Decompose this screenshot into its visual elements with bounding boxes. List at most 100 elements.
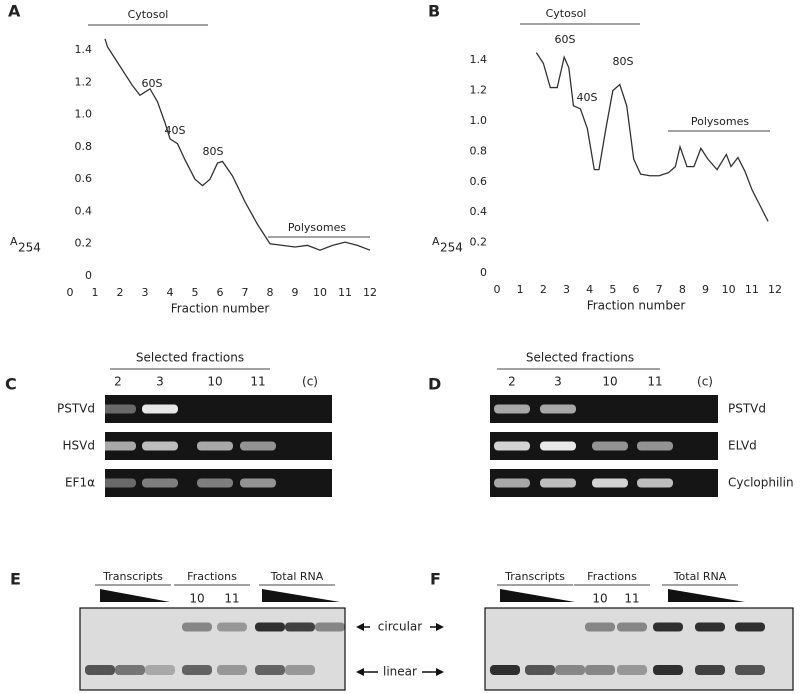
annotation: 60S	[555, 33, 576, 46]
x-tick-label: 2	[540, 283, 547, 296]
lane-label: 11	[224, 592, 239, 606]
panel-label: B	[428, 2, 440, 21]
band	[255, 665, 285, 675]
band	[617, 665, 647, 675]
row-label: PSTVd	[728, 402, 766, 416]
band	[100, 441, 136, 451]
blot	[484, 607, 794, 691]
band	[585, 665, 615, 675]
band	[695, 665, 725, 675]
x-tick-label: 6	[633, 283, 640, 296]
y-tick-label: 0.6	[470, 175, 488, 188]
band	[145, 665, 175, 675]
band	[85, 665, 115, 675]
band	[637, 478, 673, 488]
y-tick-label: 1.4	[75, 43, 93, 56]
y-tick-label: 0.8	[75, 140, 93, 153]
band	[255, 622, 285, 632]
x-tick-label: 3	[142, 286, 149, 299]
band	[494, 478, 530, 488]
lane-label: 11	[647, 375, 662, 389]
x-tick-label: 12	[363, 286, 377, 299]
y-tick-label: 0.2	[75, 237, 93, 250]
band	[240, 478, 276, 488]
band	[142, 478, 178, 488]
band	[197, 441, 233, 451]
gel-header: Selected fractions	[526, 351, 634, 365]
x-tick-label: 5	[609, 283, 616, 296]
arrow-label: circular	[378, 620, 422, 634]
y-tick-label: 1.0	[75, 108, 93, 121]
y-tick-label: 1.4	[470, 53, 488, 66]
lane-label: 3	[156, 375, 164, 389]
row-label: Cyclophilin	[728, 476, 794, 490]
band	[653, 622, 683, 632]
band	[100, 404, 136, 414]
x-tick-label: 12	[768, 283, 782, 296]
y-axis-label: A	[432, 235, 440, 248]
x-tick-label: 9	[702, 283, 709, 296]
blot	[79, 607, 346, 691]
x-tick-label: 7	[656, 283, 663, 296]
panel-label: F	[430, 570, 441, 589]
arrow-label: linear	[383, 665, 417, 679]
x-tick-label: 1	[517, 283, 524, 296]
x-tick-label: 4	[586, 283, 593, 296]
x-tick-label: 9	[292, 286, 299, 299]
group-label: Total RNA	[270, 570, 324, 583]
band	[592, 441, 628, 451]
lane-label: 2	[114, 375, 122, 389]
row-label: ELVd	[728, 439, 757, 453]
x-tick-label: 6	[217, 286, 224, 299]
band	[540, 441, 576, 451]
gel-strip	[105, 395, 332, 423]
group-label: Total RNA	[673, 570, 727, 583]
band	[617, 622, 647, 632]
y-tick-label: 1.2	[470, 84, 488, 97]
gel-header: Selected fractions	[136, 351, 244, 365]
annotation: 80S	[203, 145, 224, 158]
panel-label: E	[10, 570, 21, 589]
x-tick-label: 3	[563, 283, 570, 296]
lane-label: 3	[554, 375, 562, 389]
x-tick-label: 8	[267, 286, 274, 299]
band	[525, 665, 555, 675]
curve	[535, 52, 769, 222]
x-tick-label: 2	[117, 286, 124, 299]
x-tick-label: 4	[167, 286, 174, 299]
band	[285, 665, 315, 675]
x-axis-label: Fraction number	[171, 302, 270, 316]
panel-label: C	[5, 375, 17, 394]
annotation: Polysomes	[691, 115, 749, 128]
band	[115, 665, 145, 675]
x-tick-label: 11	[338, 286, 352, 299]
y-tick-label: 0	[480, 266, 487, 279]
y-tick-label: 0.2	[470, 236, 488, 249]
lane-label: 11	[250, 375, 265, 389]
y-tick-label: 1.2	[75, 75, 93, 88]
panel-label: A	[8, 2, 21, 21]
annotation: Cytosol	[546, 7, 587, 20]
annotation: 40S	[577, 91, 598, 104]
band	[217, 622, 247, 632]
arrow-head	[436, 668, 444, 676]
group-label: Transcripts	[102, 570, 163, 583]
annotation: 80S	[613, 55, 634, 68]
group-label: Transcripts	[504, 570, 565, 583]
y-axis-label-sub: 254	[18, 241, 41, 255]
lane-label: 10	[602, 375, 617, 389]
wedge	[100, 589, 170, 602]
y-tick-label: 0.4	[470, 205, 488, 218]
x-tick-label: 7	[242, 286, 249, 299]
band	[494, 404, 530, 414]
band	[735, 622, 765, 632]
row-label: HSVd	[63, 439, 95, 453]
band	[585, 622, 615, 632]
band	[555, 665, 585, 675]
band	[240, 441, 276, 451]
y-axis-label: A	[10, 235, 18, 248]
x-tick-label: 0	[494, 283, 501, 296]
y-tick-label: 1.0	[470, 114, 488, 127]
